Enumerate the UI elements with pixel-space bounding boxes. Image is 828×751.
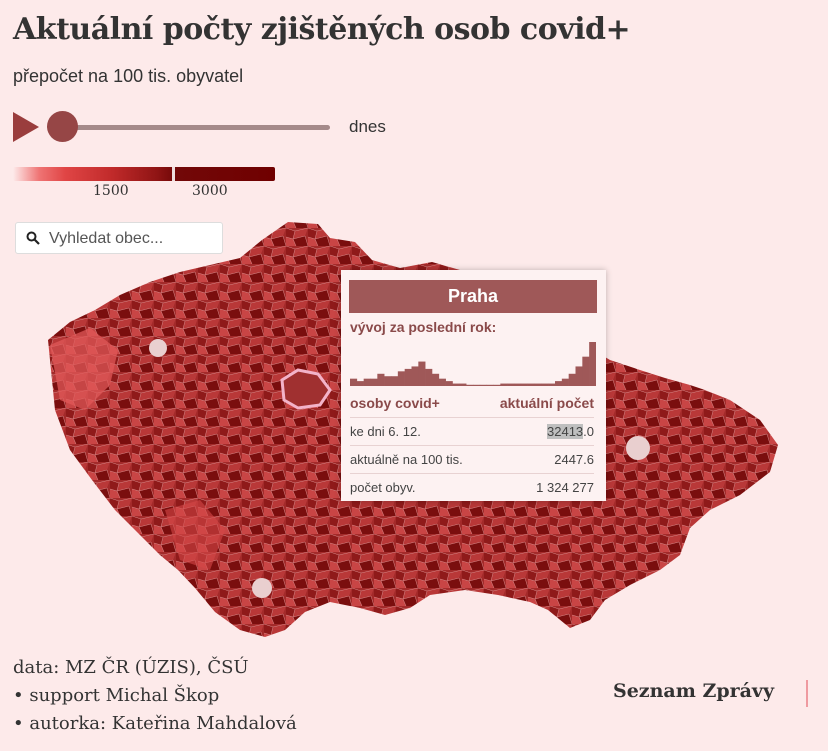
sparkline-bar — [370, 378, 378, 386]
sparkline-bar — [479, 384, 487, 386]
tooltip-sparkline — [350, 342, 596, 386]
time-slider-thumb[interactable] — [47, 111, 78, 142]
brand-accent — [806, 680, 808, 707]
sparkline-bar — [432, 373, 440, 386]
page-subtitle: přepočet na 100 tis. obyvatel — [13, 66, 244, 86]
tooltip-row: aktuálně na 100 tis. 2447.6 — [350, 445, 594, 474]
sparkline-bar — [397, 371, 405, 386]
lighter-patch-south — [165, 500, 225, 570]
sparkline-bar — [520, 383, 528, 386]
color-legend-bar — [13, 167, 275, 181]
sparkline-bar — [589, 342, 596, 386]
sparkline-bar — [452, 383, 460, 386]
sparkline-bar — [493, 384, 501, 386]
sparkline-bar — [473, 384, 481, 386]
region-tooltip: Praha vývoj za poslední rok: osoby covid… — [341, 270, 606, 501]
search-icon — [26, 231, 40, 245]
credit-line: data: MZ ČR (ÚZIS), ČSÚ — [13, 657, 249, 678]
tooltip-title: Praha — [349, 280, 597, 313]
tooltip-row: ke dni 6. 12. 32413.0 — [350, 417, 594, 446]
credit-line: • support Michal Škop — [13, 685, 220, 706]
sparkline-bar — [425, 368, 433, 386]
tooltip-row-value: 2447.6 — [554, 452, 594, 467]
sparkline-bar — [459, 383, 467, 386]
tooltip-row: počet obyv. 1 324 277 — [350, 473, 594, 502]
sparkline-bar — [384, 376, 392, 386]
sparkline-bar — [500, 383, 508, 386]
time-slider-track[interactable] — [62, 125, 330, 130]
sparkline-bar — [466, 384, 474, 386]
tooltip-row-label: aktuálně na 100 tis. — [350, 452, 463, 467]
credit-line: • autorka: Kateřina Mahdalová — [13, 713, 297, 734]
sparkline-bar — [391, 376, 399, 386]
legend-tick-3000: 3000 — [192, 183, 228, 199]
sparkline-bar — [356, 381, 364, 386]
tooltip-row-value: 1 324 277 — [536, 480, 594, 495]
tooltip-value-rest: .0 — [583, 424, 594, 439]
tooltip-row-label: počet obyv. — [350, 480, 416, 495]
sparkline-bar — [486, 384, 494, 386]
sparkline-bar — [568, 373, 576, 386]
play-icon[interactable] — [13, 112, 39, 142]
sparkline-bar — [575, 366, 583, 386]
sparkline-bar — [534, 383, 542, 386]
sparkline-bar — [527, 383, 535, 386]
time-slider-label: dnes — [349, 117, 386, 136]
sparkline-bar — [418, 361, 426, 386]
sparkline-bar — [377, 373, 385, 386]
tooltip-trend-label: vývoj za poslední rok: — [350, 319, 497, 335]
sparkline-bar — [561, 378, 569, 386]
sparkline-bar — [445, 381, 453, 386]
sparkline-bar — [541, 383, 549, 386]
sparkline-bar — [363, 378, 371, 386]
credits: data: MZ ČR (ÚZIS), ČSÚ • support Michal… — [13, 654, 297, 738]
color-legend-marker — [172, 167, 175, 181]
sparkline-bar — [582, 356, 590, 386]
sparkline-bar — [350, 378, 358, 386]
brand-logo: Seznam Zprávy — [613, 680, 774, 702]
map-gap — [149, 339, 167, 357]
sparkline-bar — [438, 378, 446, 386]
tooltip-value-highlight: 32413 — [547, 424, 584, 439]
tooltip-col-left: osoby covid+ — [350, 395, 440, 411]
map-gap — [626, 436, 650, 460]
legend-tick-1500: 1500 — [93, 183, 129, 199]
map-gap — [252, 578, 272, 598]
sparkline-bar — [548, 383, 556, 386]
search-input[interactable] — [47, 227, 221, 251]
praha-outline[interactable] — [280, 368, 332, 410]
tooltip-row-label: ke dni 6. 12. — [350, 424, 421, 439]
page-title: Aktuální počty zjištěných osob covid+ — [13, 12, 631, 47]
sparkline-bar — [507, 383, 515, 386]
sparkline-bar — [514, 383, 522, 386]
tooltip-row-value: 32413.0 — [547, 424, 594, 439]
sparkline-bar — [404, 368, 412, 386]
tooltip-col-right: aktuální počet — [499, 395, 594, 411]
sparkline-bar — [411, 366, 419, 386]
sparkline-bar — [555, 381, 563, 386]
search-box[interactable] — [15, 222, 223, 254]
lighter-patch-west — [50, 328, 118, 410]
